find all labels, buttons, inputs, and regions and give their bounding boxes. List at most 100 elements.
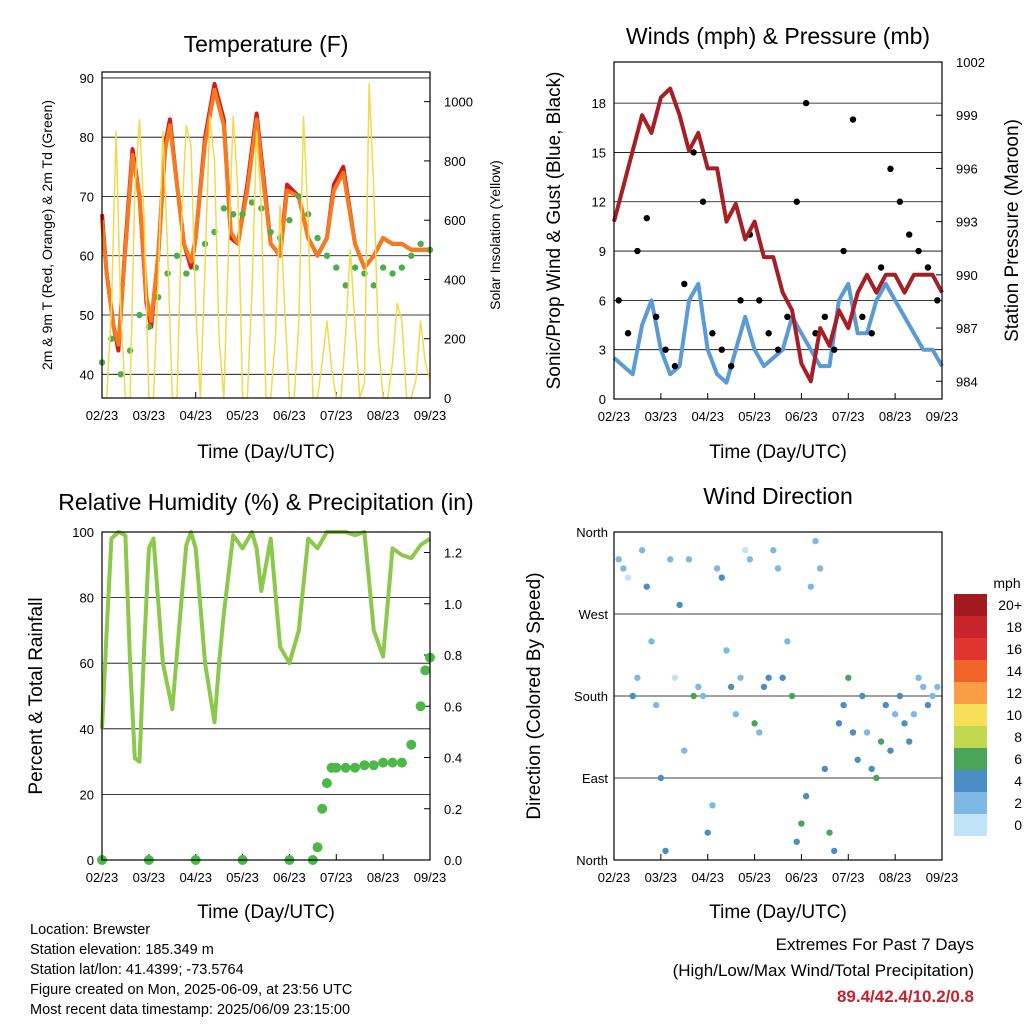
y2-tick-label: 999 bbox=[956, 108, 978, 123]
data-point bbox=[929, 692, 936, 700]
data-point bbox=[671, 674, 679, 681]
series-line bbox=[100, 530, 432, 764]
data-point bbox=[910, 711, 918, 718]
y-tick-label: 0 bbox=[599, 392, 606, 407]
y-axis-label: Direction (Colored By Speed) bbox=[524, 572, 545, 819]
x-tick-label: 08/23 bbox=[367, 408, 400, 423]
y-axis-label: Sonic/Prop Wind & Gust (Blue, Black) bbox=[544, 72, 565, 390]
data-point bbox=[915, 247, 922, 255]
data-point bbox=[652, 313, 660, 321]
x-tick-label: 07/23 bbox=[832, 409, 865, 424]
x-tick-label: 02/23 bbox=[86, 408, 119, 423]
plot-frame bbox=[613, 61, 943, 400]
y-tick-label: 80 bbox=[80, 591, 94, 606]
legend-swatch bbox=[954, 616, 987, 638]
legend-swatch bbox=[954, 594, 987, 616]
y-tick-label: 20 bbox=[80, 787, 94, 802]
data-point bbox=[408, 252, 415, 259]
data-point bbox=[676, 601, 683, 609]
y-tick-label: North bbox=[576, 853, 608, 868]
series-line bbox=[612, 281, 944, 385]
y-tick-label: 0 bbox=[87, 853, 94, 868]
x-tick-label: 03/23 bbox=[133, 408, 166, 423]
data-point bbox=[690, 692, 697, 700]
series-line bbox=[612, 86, 944, 384]
station-elevation: Station elevation: 185.349 m bbox=[30, 942, 214, 958]
y-tick-label: 70 bbox=[80, 189, 94, 204]
data-point bbox=[906, 738, 913, 745]
chart-title: Relative Humidity (%) & Precipitation (i… bbox=[58, 489, 473, 515]
data-point bbox=[662, 847, 669, 855]
x-tick-label: 07/23 bbox=[320, 870, 353, 885]
data-point bbox=[845, 674, 852, 681]
data-point bbox=[863, 729, 871, 736]
data-point bbox=[695, 683, 702, 691]
chart-title: Wind Direction bbox=[703, 483, 853, 509]
panel-1: Temperature (F) Time (Day/UTC) 2m & 9m T (… bbox=[39, 31, 503, 463]
data-point bbox=[230, 211, 237, 218]
y2-tick-label: 400 bbox=[444, 272, 466, 287]
data-point bbox=[896, 692, 904, 700]
data-point bbox=[681, 747, 688, 754]
y2-tick-label: 0 bbox=[444, 391, 451, 406]
data-point bbox=[615, 556, 622, 563]
y2-tick-label: 600 bbox=[444, 213, 466, 228]
data-point bbox=[760, 683, 768, 691]
data-point bbox=[887, 747, 894, 754]
data-point bbox=[756, 297, 763, 304]
data-point bbox=[420, 665, 431, 676]
data-point bbox=[742, 547, 749, 554]
y-tick-label: 9 bbox=[599, 244, 606, 259]
data-point bbox=[350, 762, 361, 773]
data-point bbox=[849, 729, 857, 736]
legend-label: 6 bbox=[1014, 751, 1022, 767]
y-tick-label: West bbox=[579, 607, 609, 622]
data-point bbox=[934, 297, 941, 304]
data-point bbox=[793, 838, 800, 845]
data-point bbox=[882, 701, 889, 709]
data-point bbox=[859, 692, 866, 700]
x-tick-label: 03/23 bbox=[133, 870, 166, 885]
data-point bbox=[798, 820, 805, 827]
plot-frame bbox=[101, 531, 431, 861]
x-axis-label: Time (Day/UTC) bbox=[197, 902, 335, 923]
data-point bbox=[765, 330, 772, 337]
y2-tick-label: 1.2 bbox=[444, 546, 462, 561]
y2-tick-label: 1000 bbox=[444, 95, 473, 110]
y-tick-label: 50 bbox=[80, 308, 94, 323]
panel-4: Wind Direction Time (Day/UTC) Direction (C… bbox=[524, 483, 1022, 923]
x-tick-label: 05/23 bbox=[738, 870, 771, 885]
legend-swatch bbox=[954, 726, 987, 748]
legend-label: 4 bbox=[1014, 773, 1022, 789]
data-point bbox=[877, 264, 885, 271]
data-point bbox=[816, 565, 824, 572]
data-point bbox=[629, 692, 636, 700]
data-point bbox=[737, 297, 744, 304]
data-point bbox=[406, 739, 417, 750]
data-point bbox=[321, 778, 332, 789]
data-point bbox=[323, 252, 331, 259]
y-tick-label: 80 bbox=[80, 130, 94, 145]
x-tick-label: 08/23 bbox=[367, 870, 400, 885]
data-point bbox=[854, 756, 861, 763]
data-point bbox=[681, 280, 688, 288]
data-point bbox=[718, 346, 725, 353]
data-point bbox=[657, 774, 665, 782]
station-latlon: Station lat/lon: 41.4399; -73.5764 bbox=[30, 962, 244, 978]
x-tick-label: 02/23 bbox=[598, 870, 631, 885]
data-point bbox=[667, 556, 674, 563]
legend-label: 16 bbox=[1006, 641, 1022, 657]
data-point bbox=[784, 313, 791, 321]
data-point bbox=[643, 583, 650, 590]
y2-tick-label: 200 bbox=[444, 332, 466, 347]
x-tick-label: 09/23 bbox=[926, 409, 959, 424]
y-tick-label: North bbox=[576, 525, 608, 540]
x-tick-label: 03/23 bbox=[645, 870, 678, 885]
y2-tick-label: 800 bbox=[444, 154, 466, 169]
y2-tick-label: 0.2 bbox=[444, 802, 462, 817]
data-point bbox=[415, 701, 426, 712]
legend-swatch bbox=[954, 638, 987, 660]
data-point bbox=[718, 574, 725, 581]
y-tick-label: 12 bbox=[592, 195, 606, 210]
x-tick-label: 05/23 bbox=[226, 408, 259, 423]
